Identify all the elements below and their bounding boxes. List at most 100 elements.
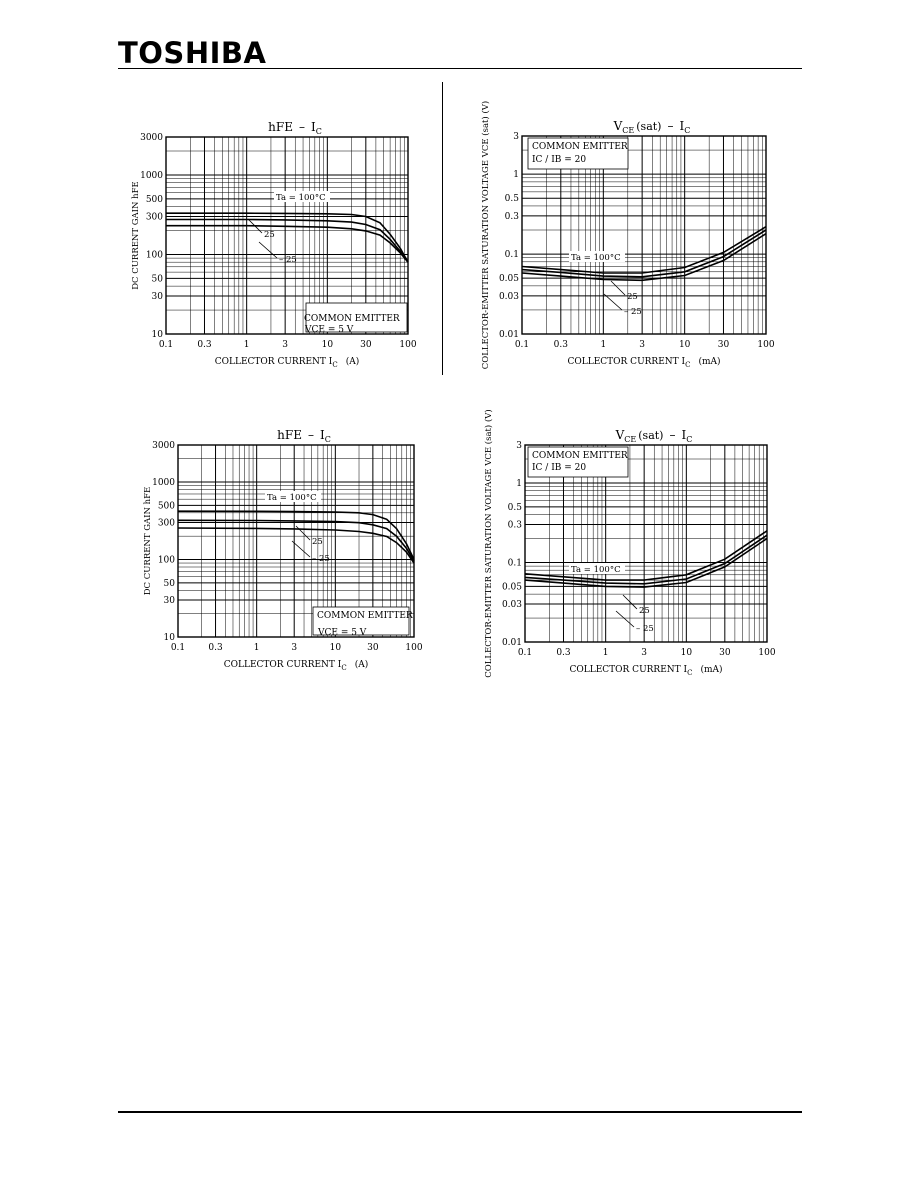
x-tick-label: 3 [291, 643, 297, 653]
leader-line-25 [247, 218, 263, 234]
annotation-line-2: VCE = 5 V [317, 628, 367, 638]
curve-labels: Ta = 100°C 25 – 25 [247, 191, 330, 265]
x-tick-label: 3 [282, 340, 288, 350]
y-tick-label: 1000 [140, 171, 163, 181]
leader-line-minus25 [291, 540, 311, 558]
y-tick-label: 50 [152, 274, 164, 284]
x-label-unit: (A) [355, 659, 369, 670]
x-label-main: COLLECTOR CURRENT I [224, 660, 342, 670]
annotation-box: COMMON EMITTER IC / IB = 20 [527, 446, 629, 478]
title-main: V [613, 119, 623, 133]
title-rhs: I [311, 120, 316, 134]
y-tick-label: 0.05 [502, 582, 522, 592]
curve-label-bg [265, 491, 321, 502]
x-tick-label: 3 [641, 648, 647, 658]
curve-label-bg [569, 563, 625, 574]
curve-label-100c: Ta = 100°C [571, 253, 621, 263]
annotation-frame [527, 446, 629, 478]
curve-labels: Ta = 100°C 25 – 25 [265, 491, 330, 564]
y-tick-label: 30 [164, 596, 176, 606]
x-tick-label: 1 [244, 340, 250, 350]
chart-2: 0.1 0.3 1 3 10 30 100310.50.30.10.050.030.01VC… [480, 101, 775, 369]
y-tick-label: 3000 [152, 441, 175, 451]
x-label-sub: C [341, 664, 346, 672]
chart-title: hFE – IC [268, 120, 322, 136]
title-main-sub: CE [622, 126, 634, 135]
x-tick-label: 0.3 [197, 340, 212, 350]
y-tick-label: 1 [516, 479, 522, 489]
y-tick-label: 0.01 [499, 330, 519, 340]
y-tick-label: 0.1 [508, 558, 522, 568]
curve-label-25: 25 [264, 230, 275, 240]
chart-3: 0.1 0.3 1 3 10 30 100 3000 1000 500 300 100 50 30 10 hF… [143, 428, 423, 672]
grid [165, 136, 408, 335]
x-tick-label: 10 [322, 340, 334, 350]
grid [524, 444, 767, 643]
series-line-1 [166, 212, 409, 263]
curve-label-25: 25 [627, 292, 638, 302]
x-tick-label: 100 [757, 340, 774, 350]
y-tick-label: 0.03 [502, 600, 522, 610]
x-label-unit: (A) [346, 356, 360, 367]
y-tick-label: 1 [513, 170, 519, 180]
chart-4: 0.1 0.3 1 3 10 30 100310.50.30.10.050.030.01VC… [483, 409, 776, 677]
annotation-line-1: COMMON EMITTER [317, 611, 413, 621]
x-tick-label: 0.1 [518, 648, 532, 658]
x-tick-label: 0.3 [208, 643, 223, 653]
x-tick-label: 0.1 [159, 340, 173, 350]
x-tick-label: 0.3 [554, 340, 569, 350]
x-label-sub: C [685, 361, 690, 369]
title-rhs-sub: C [325, 435, 331, 444]
curve-label-25: 25 [639, 606, 650, 616]
title-rhs-sub: C [316, 127, 322, 136]
series-group [524, 530, 768, 588]
y-axis-label: DC CURRENT GAIN hFE [143, 487, 153, 596]
x-label-main: COLLECTOR CURRENT I [569, 665, 687, 675]
x-tick-label: 0.3 [556, 648, 571, 658]
curve-label-minus25: – 25 [624, 307, 642, 317]
leader-line-25 [295, 525, 311, 541]
title-rhs: I [681, 428, 686, 442]
y-tick-label: 3000 [140, 133, 163, 143]
y-tick-label: 300 [146, 213, 163, 223]
annotation-frame [312, 606, 410, 636]
x-tick-label: 0.1 [171, 643, 185, 653]
x-label-unit: (mA) [700, 664, 722, 675]
leader-line-minus25 [603, 293, 623, 311]
x-tick-label: 100 [758, 648, 775, 658]
curve-labels: Ta = 100°C 25 – 25 [569, 563, 654, 634]
title-main: hFE [277, 428, 302, 442]
annotation-box: COMMON EMITTER VCE = 5 V [312, 606, 413, 638]
header-rule [118, 68, 802, 69]
annotation-line-1: COMMON EMITTER [304, 314, 400, 324]
plot-frame [524, 444, 768, 643]
column-separator [442, 82, 443, 375]
plot-frame [177, 444, 415, 638]
leader-line-minus25 [258, 241, 278, 259]
y-tick-label: 100 [158, 555, 175, 565]
y-tick-label: 0.01 [502, 638, 522, 648]
y-tick-label: 300 [158, 519, 175, 529]
annotation-frame [305, 302, 408, 333]
series-group [177, 510, 415, 564]
y-tick-label: 0.5 [508, 503, 523, 513]
chart-title: VCE (sat) – IC [613, 119, 691, 135]
leader-line-25 [610, 280, 626, 296]
series-line-3 [524, 537, 768, 588]
curve-label-100c: Ta = 100°C [571, 565, 621, 575]
title-rhs-sub: C [684, 126, 690, 135]
annotation-line-1: COMMON EMITTER [532, 142, 628, 152]
x-tick-label: 30 [718, 340, 730, 350]
x-axis-label: COLLECTOR CURRENT IC (mA) [569, 664, 722, 677]
title-main-sub: CE [624, 435, 636, 444]
title-rhs: I [320, 428, 325, 442]
series-line-2 [177, 519, 415, 562]
curve-label-minus25: – 25 [312, 554, 330, 564]
title-sep: – [667, 119, 673, 133]
y-tick-label: 10 [152, 330, 164, 340]
title-paren: (sat) [638, 429, 663, 442]
annotation-frame [527, 137, 629, 170]
x-label-unit: (mA) [698, 356, 720, 367]
chart-title: VCE (sat) – IC [615, 428, 693, 444]
annotation-line-1: COMMON EMITTER [532, 451, 628, 461]
